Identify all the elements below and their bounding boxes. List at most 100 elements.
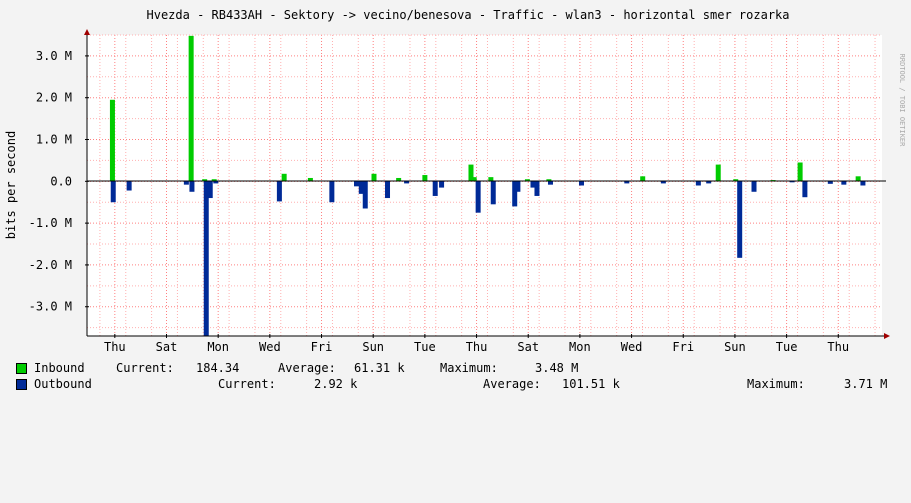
- x-tick-labels: Thu Sat Mon Wed Fri Sun Tue Thu Sat Mon Wed Fri Sun T…: [104, 334, 849, 354]
- data-mark-outbound: [695, 181, 701, 186]
- data-mark-outbound: [841, 181, 847, 185]
- y-axis-arrow: [84, 29, 90, 35]
- data-mark-inbound: [715, 164, 721, 182]
- data-mark-outbound: [827, 181, 833, 184]
- data-mark-outbound: [534, 181, 540, 196]
- x-tick-label: Sun: [362, 340, 384, 354]
- data-mark-outbound: [385, 181, 391, 199]
- data-mark-outbound: [751, 181, 757, 192]
- x-tick-label: Tue: [776, 340, 798, 354]
- data-mark-outbound: [183, 181, 189, 185]
- outbound-maximum-label: Maximum:: [747, 377, 805, 391]
- data-mark-inbound: [422, 175, 428, 182]
- data-mark-outbound: [547, 181, 553, 185]
- data-mark-outbound: [404, 181, 410, 184]
- y-tick-labels: 3.0 M 2.0 M 1.0 M 0.0 -1.0 M -2.0 M -3.0 M: [29, 49, 89, 314]
- x-tick-label: Tue: [414, 340, 436, 354]
- inbound-current-label: Current:: [116, 361, 174, 375]
- y-tick-label: 2.0 M: [36, 91, 72, 105]
- x-tick-label: Mon: [207, 340, 229, 354]
- data-mark-outbound: [203, 181, 209, 337]
- data-mark-outbound: [475, 181, 481, 213]
- data-mark-outbound: [207, 181, 213, 199]
- outbound-current-value: 2.92 k: [314, 377, 358, 391]
- rrdtool-watermark: RRDTOOL / TOBI OETIKER: [898, 54, 906, 148]
- data-mark-outbound: [530, 181, 536, 188]
- x-tick-label: Fri: [311, 340, 333, 354]
- data-mark-outbound: [276, 181, 282, 202]
- x-tick-label: Thu: [827, 340, 849, 354]
- data-mark-outbound: [358, 181, 364, 194]
- data-mark-outbound: [354, 181, 360, 187]
- outbound-label: Outbound: [34, 377, 92, 391]
- outbound-current-label: Current:: [218, 377, 276, 391]
- data-mark-outbound: [802, 181, 808, 198]
- outbound-average-label: Average:: [483, 377, 541, 391]
- data-mark-outbound: [329, 181, 335, 203]
- data-mark-outbound: [490, 181, 496, 205]
- data-mark-inbound: [371, 173, 377, 182]
- data-mark-inbound: [640, 176, 646, 182]
- data-mark-outbound: [860, 181, 866, 186]
- data-mark-inbound: [471, 177, 477, 182]
- data-mark-outbound: [126, 181, 132, 191]
- y-tick-label: 1.0 M: [36, 133, 72, 147]
- data-mark-outbound: [110, 181, 116, 203]
- data-mark-inbound: [524, 179, 530, 182]
- data-mark-inbound: [281, 173, 287, 182]
- grid: [87, 34, 882, 336]
- data-mark-inbound: [211, 179, 217, 182]
- data-mark-outbound: [213, 181, 219, 184]
- x-tick-label: Thu: [466, 340, 488, 354]
- data-mark-inbound: [797, 162, 803, 182]
- data-mark-outbound: [439, 181, 445, 188]
- outbound-swatch: [16, 379, 27, 390]
- data-mark-outbound: [189, 181, 195, 192]
- chart-title: Hvezda - RB433AH - Sektory -> vecino/ben…: [147, 8, 790, 22]
- x-tick-label: Thu: [104, 340, 126, 354]
- data-mark-outbound: [789, 181, 795, 183]
- y-tick-label: -1.0 M: [29, 216, 72, 230]
- data-mark-inbound: [188, 35, 194, 182]
- y-tick-label: -3.0 M: [29, 300, 72, 314]
- data-mark-inbound: [488, 177, 494, 182]
- data-mark-outbound: [432, 181, 438, 196]
- data-mark-outbound: [362, 181, 368, 209]
- data-mark-outbound: [512, 181, 518, 207]
- inbound-average-value: 61.31 k: [354, 361, 405, 375]
- inbound-current-value: 184.34: [196, 361, 240, 375]
- inbound-label: Inbound: [34, 361, 85, 375]
- data-mark-outbound: [515, 181, 521, 192]
- x-tick-label: Fri: [672, 340, 694, 354]
- x-tick-label: Wed: [259, 340, 281, 354]
- data-mark-outbound: [660, 181, 666, 184]
- data-mark-outbound: [624, 181, 630, 184]
- data-mark-outbound: [737, 181, 743, 258]
- legend-inbound: Inbound Current: 184.34 Average: 61.31 k…: [16, 361, 578, 375]
- data-mark-inbound: [202, 179, 208, 182]
- y-tick-label: 0.0: [50, 174, 72, 188]
- traffic-chart: Hvezda - RB433AH - Sektory -> vecino/ben…: [4, 8, 906, 354]
- inbound-maximum-label: Maximum:: [440, 361, 498, 375]
- inbound-average-label: Average:: [278, 361, 336, 375]
- data-mark-inbound: [396, 177, 402, 182]
- data-mark-outbound: [706, 181, 712, 184]
- inbound-maximum-value: 3.48 M: [535, 361, 579, 375]
- data-areas: [109, 35, 866, 337]
- y-tick-label: -2.0 M: [29, 258, 72, 272]
- x-tick-label: Sat: [156, 340, 178, 354]
- y-axis-label: bits per second: [4, 131, 18, 239]
- axes: [84, 29, 890, 339]
- data-mark-inbound: [109, 99, 115, 182]
- outbound-average-value: 101.51 k: [562, 377, 620, 391]
- legend-outbound: Outbound Current: 2.92 k Average: 101.51…: [16, 377, 887, 391]
- data-mark-inbound: [307, 177, 313, 182]
- x-tick-label: Sun: [724, 340, 746, 354]
- data-mark-inbound: [468, 164, 474, 182]
- data-mark-inbound: [733, 179, 739, 182]
- x-axis-arrow: [884, 333, 890, 339]
- x-tick-label: Wed: [621, 340, 643, 354]
- inbound-swatch: [16, 363, 27, 374]
- data-mark-inbound: [546, 179, 552, 182]
- y-tick-label: 3.0 M: [36, 49, 72, 63]
